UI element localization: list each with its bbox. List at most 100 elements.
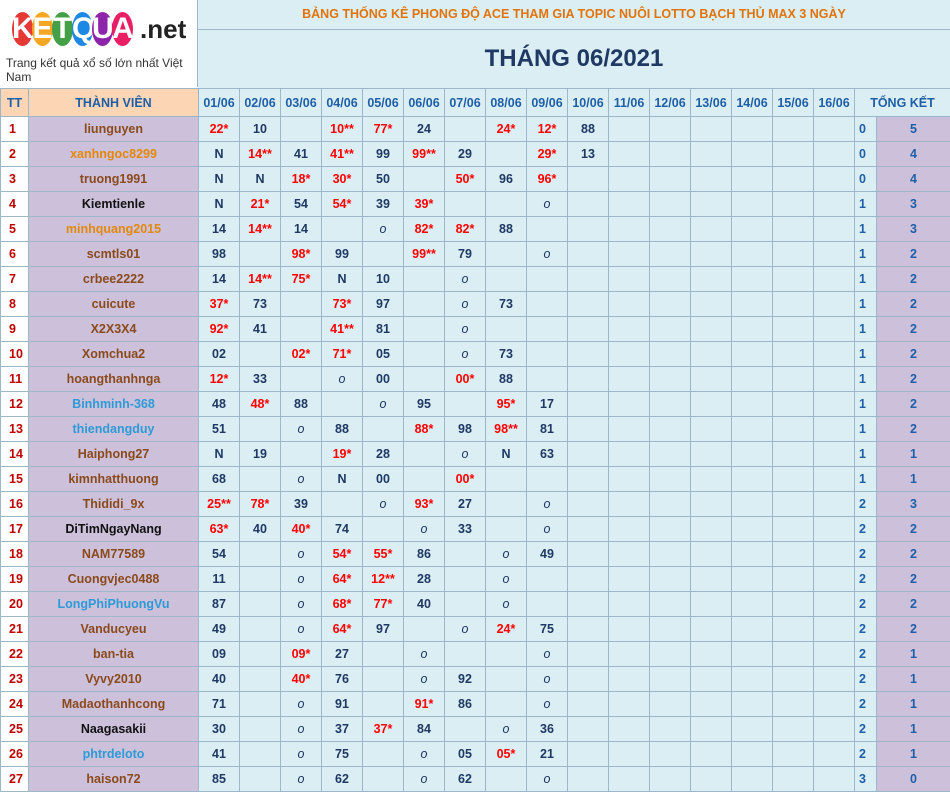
empty-cell (649, 316, 691, 342)
result-cell: 00* (444, 366, 486, 392)
result-cell: 37* (362, 716, 404, 742)
empty-cell (690, 616, 732, 642)
result-cell: 14** (239, 266, 281, 292)
total-first: 2 (854, 691, 877, 717)
empty-cell (731, 641, 773, 667)
empty-cell (280, 366, 322, 392)
empty-cell (608, 266, 650, 292)
member-row: 6 scmtls01 98 98* 99 99** 79 o 1 2 (0, 241, 950, 267)
member-name: phtrdeloto (28, 741, 199, 767)
empty-cell (239, 741, 281, 767)
result-cell: 00 (362, 366, 404, 392)
empty-cell (649, 516, 691, 542)
total-second: 3 (876, 216, 950, 242)
result-cell: 48* (239, 391, 281, 417)
empty-cell (772, 641, 814, 667)
month-title: THÁNG 06/2021 (198, 30, 950, 88)
member-name: cuicute (28, 291, 199, 317)
empty-cell (608, 291, 650, 317)
empty-cell (403, 366, 445, 392)
result-cell: 14 (280, 216, 322, 242)
header-member: THÀNH VIÊN (28, 88, 199, 117)
member-name: Vyvy2010 (28, 666, 199, 692)
member-row: 20 LongPhiPhuongVu 87 o 68* 77* 40 o 2 2 (0, 591, 950, 617)
total-first: 2 (854, 616, 877, 642)
empty-cell (567, 341, 609, 367)
empty-cell (485, 516, 527, 542)
empty-cell (813, 691, 855, 717)
empty-cell (731, 266, 773, 292)
row-number: 13 (0, 416, 29, 442)
total-second: 1 (876, 466, 950, 492)
member-row: 14 Haiphong27 N 19 19* 28 o N 63 1 1 (0, 441, 950, 467)
result-cell: 40 (403, 591, 445, 617)
empty-cell (649, 216, 691, 242)
empty-cell (485, 316, 527, 342)
empty-cell (485, 491, 527, 517)
empty-cell (239, 591, 281, 617)
empty-cell (567, 641, 609, 667)
result-cell: 27 (321, 641, 363, 667)
empty-cell (403, 341, 445, 367)
logo-tagline: Trang kết quả xổ số lớn nhất Việt Nam (6, 56, 183, 84)
result-cell: 99** (403, 141, 445, 167)
empty-cell (608, 741, 650, 767)
row-number: 14 (0, 441, 29, 467)
member-name: minhquang2015 (28, 216, 199, 242)
member-name: crbee2222 (28, 266, 199, 292)
member-row: 10 Xomchua2 02 02* 71* 05 o 73 1 2 (0, 341, 950, 367)
empty-cell (731, 166, 773, 192)
empty-cell (403, 166, 445, 192)
result-cell: 91 (321, 691, 363, 717)
result-cell: 96* (526, 166, 568, 192)
total-first: 1 (854, 341, 877, 367)
result-cell: 48 (198, 391, 240, 417)
header-date: 11/06 (608, 88, 650, 117)
header-date: 07/06 (444, 88, 486, 117)
result-cell: 21* (239, 191, 281, 217)
member-name: DiTimNgayNang (28, 516, 199, 542)
empty-cell (813, 591, 855, 617)
empty-cell (608, 666, 650, 692)
member-row: 25 Naagasakii 30 o 37 37* 84 o 36 2 1 (0, 716, 950, 742)
empty-cell (280, 316, 322, 342)
result-cell: 91* (403, 691, 445, 717)
member-row: 15 kimnhatthuong 68 o N 00 00* 1 1 (0, 466, 950, 492)
result-cell: o (403, 666, 445, 692)
result-cell: 02* (280, 341, 322, 367)
result-cell: o (526, 191, 568, 217)
result-cell: 24* (485, 616, 527, 642)
result-cell: 87 (198, 591, 240, 617)
header-date: 14/06 (731, 88, 773, 117)
result-cell: 51 (198, 416, 240, 442)
empty-cell (731, 491, 773, 517)
result-cell: 85 (198, 766, 240, 792)
result-cell: 41** (321, 316, 363, 342)
result-cell: o (526, 516, 568, 542)
member-row: 17 DiTimNgayNang 63* 40 40* 74 o 33 o 2 2 (0, 516, 950, 542)
empty-cell (690, 466, 732, 492)
member-name: xanhngoc8299 (28, 141, 199, 167)
empty-cell (813, 341, 855, 367)
result-cell: 76 (321, 666, 363, 692)
result-cell: 10 (239, 116, 281, 142)
result-cell: 41 (239, 316, 281, 342)
result-cell: 50* (444, 166, 486, 192)
total-second: 2 (876, 316, 950, 342)
member-name: Kiemtienle (28, 191, 199, 217)
empty-cell (608, 541, 650, 567)
total-second: 4 (876, 141, 950, 167)
result-cell: 12** (362, 566, 404, 592)
empty-cell (444, 116, 486, 142)
row-number: 6 (0, 241, 29, 267)
empty-cell (813, 666, 855, 692)
result-cell: 73* (321, 291, 363, 317)
empty-cell (649, 416, 691, 442)
result-cell: 40* (280, 516, 322, 542)
title: BẢNG THỐNG KÊ PHONG ĐỘ ACE THAM GIA TOPI… (198, 0, 950, 30)
result-cell: 78* (239, 491, 281, 517)
empty-cell (403, 616, 445, 642)
result-cell: 28 (403, 566, 445, 592)
